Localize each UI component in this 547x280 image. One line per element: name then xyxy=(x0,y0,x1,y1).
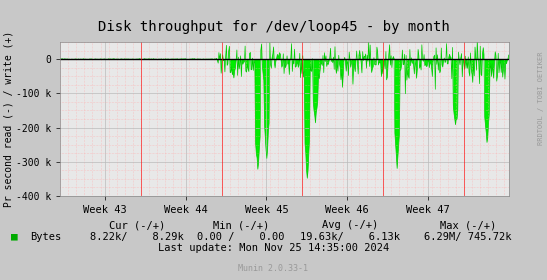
Text: Min (-/+): Min (-/+) xyxy=(213,220,269,230)
Text: RRDTOOL / TOBI OETIKER: RRDTOOL / TOBI OETIKER xyxy=(538,51,544,145)
Text: Disk throughput for /dev/loop45 - by month: Disk throughput for /dev/loop45 - by mon… xyxy=(97,20,450,34)
Y-axis label: Pr second read (-) / write (+): Pr second read (-) / write (+) xyxy=(3,31,13,207)
Text: Avg (-/+): Avg (-/+) xyxy=(322,220,378,230)
Text: 6.29M/ 745.72k: 6.29M/ 745.72k xyxy=(424,232,511,242)
Text: Max (-/+): Max (-/+) xyxy=(440,220,496,230)
Text: 8.22k/    8.29k: 8.22k/ 8.29k xyxy=(90,232,184,242)
Text: Cur (-/+): Cur (-/+) xyxy=(109,220,165,230)
Text: 19.63k/    6.13k: 19.63k/ 6.13k xyxy=(300,232,400,242)
Text: 0.00 /    0.00: 0.00 / 0.00 xyxy=(197,232,284,242)
Text: Munin 2.0.33-1: Munin 2.0.33-1 xyxy=(238,264,309,273)
Text: ■: ■ xyxy=(11,232,18,242)
Text: Bytes: Bytes xyxy=(30,232,61,242)
Text: Last update: Mon Nov 25 14:35:00 2024: Last update: Mon Nov 25 14:35:00 2024 xyxy=(158,243,389,253)
